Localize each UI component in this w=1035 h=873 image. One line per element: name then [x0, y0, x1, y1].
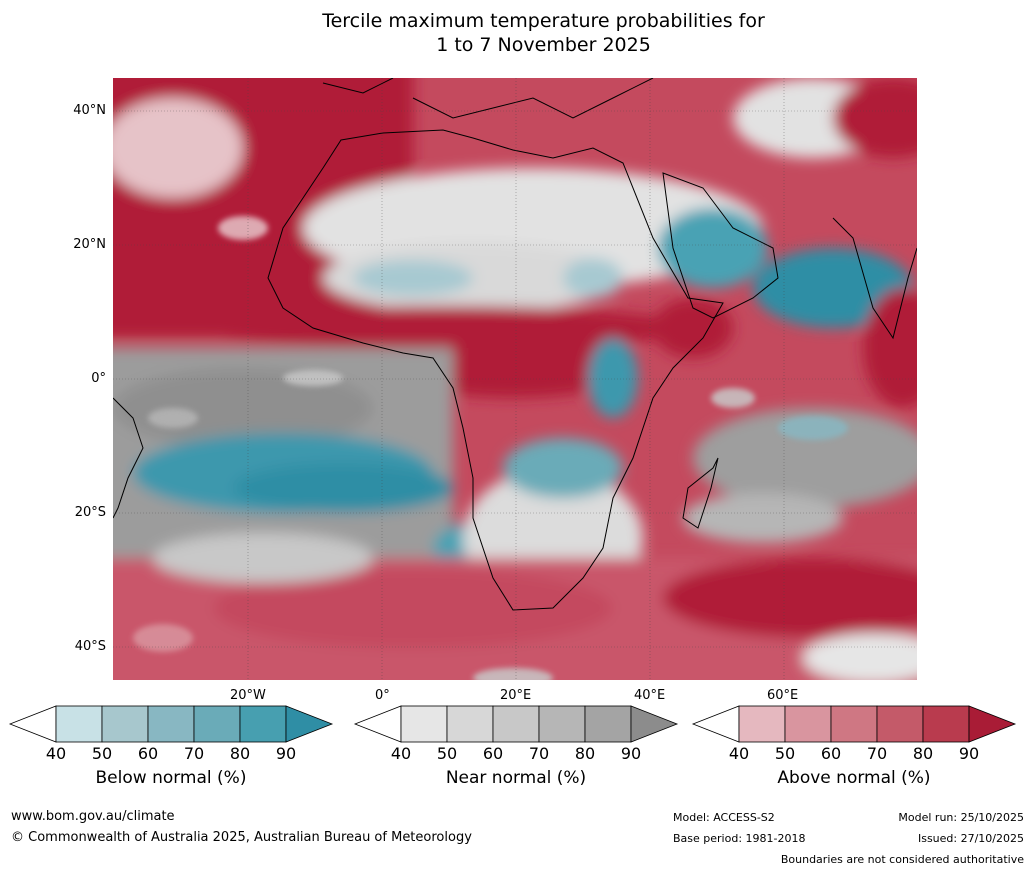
colorbar-graphic: [8, 705, 334, 743]
colorbar-below-40-segment: [691, 705, 740, 743]
colorbar-tick-label: 80: [912, 744, 934, 763]
lon-label-20w: 20°W: [230, 688, 266, 703]
lon-label-60e: 60°E: [767, 688, 799, 703]
lon-label-20e: 20°E: [500, 688, 532, 703]
colorbar-below-40-segment: [353, 705, 402, 743]
colorbar-below-40-segment: [8, 705, 57, 743]
lon-label-40e: 40°E: [634, 688, 666, 703]
colorbar-above-normal: [691, 705, 1017, 743]
title-line-2: 1 to 7 November 2025: [436, 34, 651, 56]
colorbar-segment: [492, 705, 540, 743]
colorbar-segment: [784, 705, 832, 743]
lon-label-0: 0°: [375, 688, 390, 703]
colorbar-tick-label: 70: [866, 744, 888, 763]
lat-label-40n: 40°N: [73, 103, 106, 118]
colorbar-max-segment: [630, 705, 679, 743]
colorbar-segment: [876, 705, 924, 743]
colorbar-tick-label: 70: [183, 744, 205, 763]
colorbar-below-normal: [8, 705, 334, 743]
colorbar-label-above: Above normal (%): [777, 768, 931, 788]
colorbar-label-near: Near normal (%): [445, 768, 587, 788]
colorbar-graphic: [353, 705, 679, 743]
colorbar-segment: [922, 705, 970, 743]
colorbar-tick-label: 80: [229, 744, 251, 763]
colorbar-label-below: Below normal (%): [95, 768, 247, 788]
colorbar-tick-label: 70: [528, 744, 550, 763]
colorbar-tick-label: 80: [574, 744, 596, 763]
lat-label-20n: 20°N: [73, 237, 106, 252]
title-line-1: Tercile maximum temperature probabilitie…: [322, 10, 765, 32]
colorbar-near-normal: [353, 705, 679, 743]
disclaimer-text: Boundaries are not considered authoritat…: [780, 853, 1024, 866]
issued-text: Issued: 27/10/2025: [917, 832, 1024, 845]
colorbar-segment: [101, 705, 149, 743]
colorbar-segment: [55, 705, 103, 743]
colorbar-segment: [400, 705, 448, 743]
colorbar-segment: [446, 705, 494, 743]
colorbar-tick-label: 40: [390, 744, 412, 763]
lat-label-0: 0°: [91, 371, 106, 386]
colorbar-tick-label: 90: [275, 744, 297, 763]
probability-map: [113, 78, 917, 680]
colorbar-graphic: [691, 705, 1017, 743]
colorbar-tick-label: 60: [820, 744, 842, 763]
copyright-text: © Commonwealth of Australia 2025, Austra…: [11, 830, 472, 845]
colorbar-tick-label: 60: [482, 744, 504, 763]
lat-label-20s: 20°S: [74, 505, 106, 520]
colorbar-segment: [584, 705, 632, 743]
colorbar-segment: [147, 705, 195, 743]
colorbar-tick-label: 60: [137, 744, 159, 763]
colorbar-tick-label: 50: [436, 744, 458, 763]
colorbar-max-segment: [968, 705, 1017, 743]
colorbar-tick-label: 40: [728, 744, 750, 763]
map-graphic: [113, 78, 917, 680]
website-link[interactable]: www.bom.gov.au/climate: [11, 809, 175, 824]
colorbar-segment: [738, 705, 786, 743]
base-period-text: Base period: 1981-2018: [673, 832, 806, 845]
colorbar-tick-label: 50: [774, 744, 796, 763]
colorbar-tick-label: 50: [91, 744, 113, 763]
model-run-text: Model run: 25/10/2025: [898, 811, 1024, 824]
colorbar-tick-label: 90: [620, 744, 642, 763]
colorbar-segment: [538, 705, 586, 743]
colorbar-segment: [239, 705, 287, 743]
colorbar-max-segment: [285, 705, 334, 743]
colorbar-tick-label: 40: [45, 744, 67, 763]
colorbar-tick-label: 90: [958, 744, 980, 763]
colorbar-segment: [193, 705, 241, 743]
lat-label-40s: 40°S: [74, 639, 106, 654]
model-text: Model: ACCESS-S2: [673, 811, 775, 824]
colorbar-segment: [830, 705, 878, 743]
